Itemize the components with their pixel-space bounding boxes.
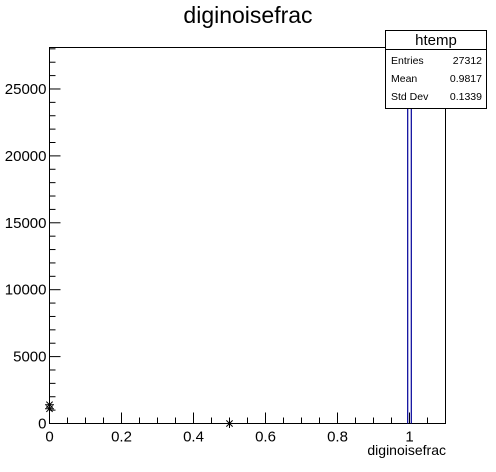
y-tick-label: 10000 — [5, 282, 47, 299]
data-point-marker — [45, 404, 54, 414]
y-tick-label: 0 — [38, 416, 46, 433]
data-point-marker — [225, 419, 234, 428]
x-axis-ticks: 0 0.2 0.4 0.6 0.8 1 — [45, 412, 446, 446]
x-tick-label: 0.6 — [255, 429, 276, 446]
data-markers — [45, 87, 414, 428]
y-tick-label: 15000 — [5, 215, 47, 232]
x-tick-label: 0 — [45, 429, 53, 446]
y-tick-label: 5000 — [13, 349, 46, 366]
stats-entries-value: 27312 — [453, 55, 482, 67]
stats-mean-label: Mean — [391, 73, 417, 85]
y-tick-label: 20000 — [5, 148, 47, 165]
y-axis-ticks: 0 5000 10000 15000 20000 25000 — [5, 48, 61, 433]
x-tick-label: 0.4 — [183, 429, 204, 446]
stats-box: htemp Entries 27312 Mean 0.9817 Std Dev … — [385, 30, 487, 109]
chart-title: diginoisefrac — [183, 2, 312, 28]
x-tick-label: 0.8 — [327, 429, 348, 446]
stats-stddev-label: Std Dev — [391, 91, 429, 103]
stats-stddev-value: 0.1339 — [450, 91, 482, 103]
x-tick-label: 0.2 — [111, 429, 132, 446]
stats-box-frame — [385, 30, 487, 109]
stats-box-title: htemp — [415, 32, 457, 49]
y-tick-label: 25000 — [5, 81, 47, 98]
x-tick-label: 1 — [405, 429, 413, 446]
bars-layer — [407, 91, 412, 424]
histogram-bin — [407, 91, 412, 424]
stats-entries-label: Entries — [391, 55, 424, 67]
x-axis-title: diginoisefrac — [367, 442, 446, 458]
stats-mean-value: 0.9817 — [450, 73, 482, 85]
